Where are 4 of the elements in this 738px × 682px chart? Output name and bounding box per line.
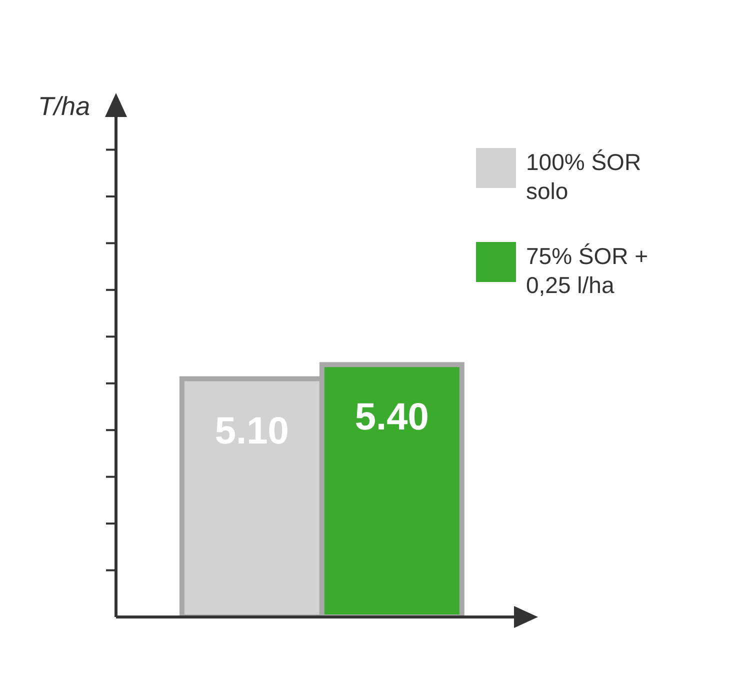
data-label: 5.40 — [354, 396, 429, 439]
legend-label: 100% ŚOR solo — [526, 148, 642, 206]
y-axis-title: T/ha — [38, 91, 90, 122]
legend-label: 75% ŚOR + 0,25 l/ha — [526, 242, 650, 300]
